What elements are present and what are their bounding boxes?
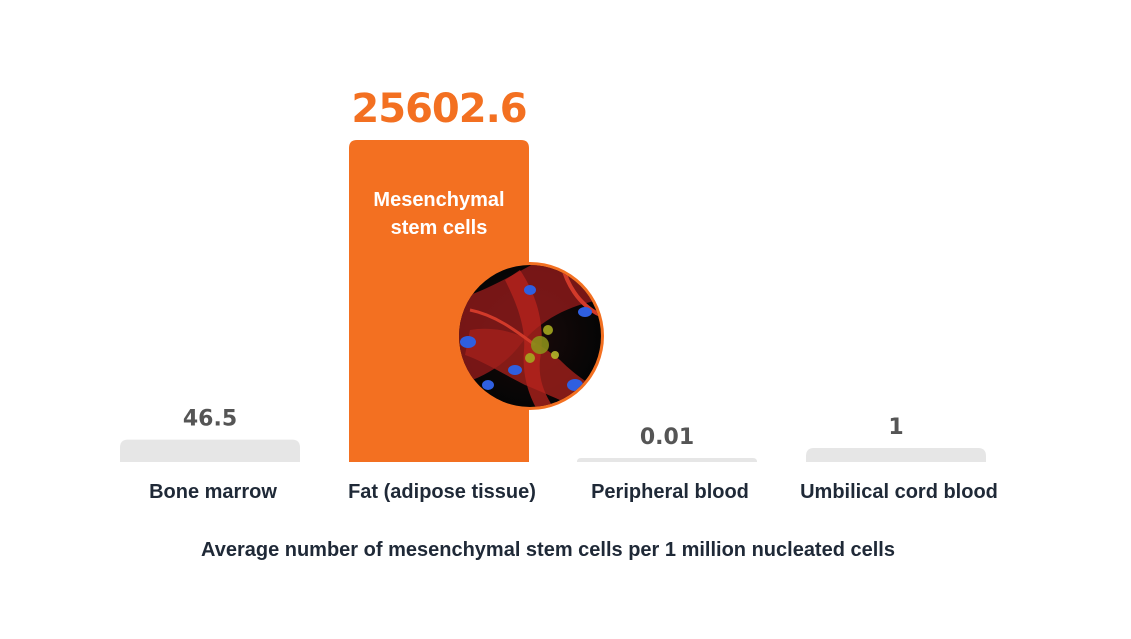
stem-cell-microscopy-image [456,262,604,410]
highlight-bar-label-line-1: Mesenchymal [373,189,504,211]
category-labels-group: Bone marrow Fat (adipose tissue) Periphera… [149,481,998,503]
value-label: 46.5 [183,407,237,432]
value-labels-group: 46.5 25602.6 0.01 1 [183,86,904,450]
bar-peripheral-blood [577,458,757,462]
value-label: 1 [888,415,903,440]
category-label: Peripheral blood [591,481,749,503]
bar-umbilical-cord-blood [806,448,986,462]
category-label: Fat (adipose tissue) [348,481,536,503]
bar-bone-marrow [120,439,300,462]
category-label: Bone marrow [149,481,277,503]
category-label: Umbilical cord blood [800,481,998,503]
value-label: 0.01 [640,425,694,450]
highlight-bar-label-line-2: stem cells [391,217,488,239]
chart-caption: Average number of mesenchymal stem cells… [201,539,895,561]
value-label: 25602.6 [351,86,526,132]
